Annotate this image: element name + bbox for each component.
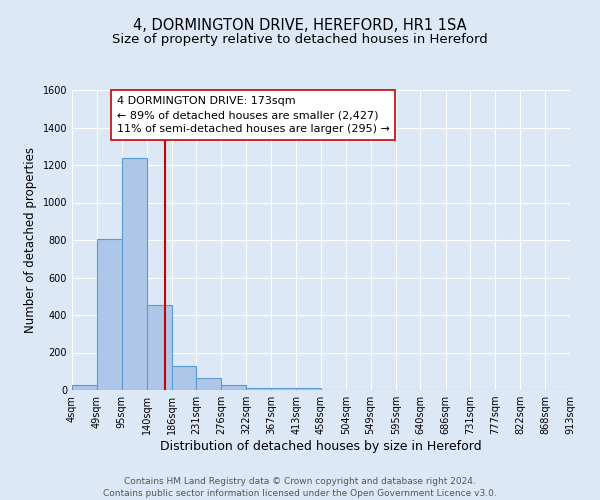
Bar [97,239,122,390]
Bar [72,386,97,390]
Bar [246,388,271,390]
Text: Size of property relative to detached houses in Hereford: Size of property relative to detached ho… [112,32,488,46]
X-axis label: Distribution of detached houses by size in Hereford: Distribution of detached houses by size … [160,440,482,453]
Bar [271,388,296,390]
Y-axis label: Number of detached properties: Number of detached properties [24,147,37,333]
Text: 4, DORMINGTON DRIVE, HEREFORD, HR1 1SA: 4, DORMINGTON DRIVE, HEREFORD, HR1 1SA [133,18,467,32]
Bar [122,158,146,390]
Text: 4 DORMINGTON DRIVE: 173sqm
← 89% of detached houses are smaller (2,427)
11% of s: 4 DORMINGTON DRIVE: 173sqm ← 89% of deta… [117,96,389,134]
Bar [172,366,196,390]
Bar [146,304,172,390]
Bar [221,386,246,390]
Text: Contains HM Land Registry data © Crown copyright and database right 2024.: Contains HM Land Registry data © Crown c… [124,478,476,486]
Bar [296,388,321,390]
Text: Contains public sector information licensed under the Open Government Licence v3: Contains public sector information licen… [103,489,497,498]
Bar [196,378,221,390]
